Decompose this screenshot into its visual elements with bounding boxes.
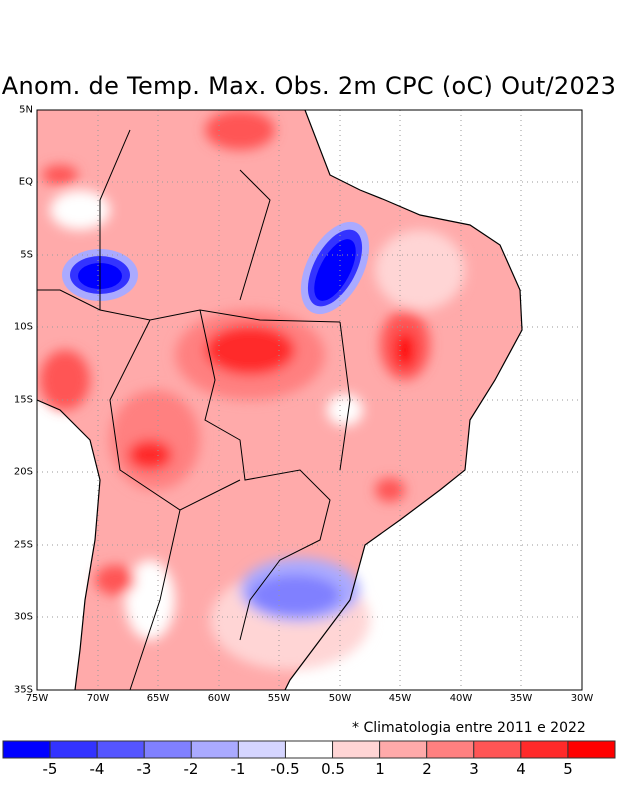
lat-label: EQ bbox=[18, 176, 33, 188]
coastline bbox=[37, 110, 523, 690]
lon-label: 50W bbox=[328, 693, 352, 704]
map-frame bbox=[36, 109, 583, 691]
colorbar-swatch bbox=[332, 740, 381, 759]
lat-label: 20S bbox=[13, 466, 33, 478]
lon-label: 35W bbox=[509, 693, 533, 704]
lon-label: 55W bbox=[267, 693, 291, 704]
lat-label: 15S bbox=[13, 394, 33, 406]
colorbar-label: -5 bbox=[42, 760, 58, 778]
lon-label: 75W bbox=[25, 693, 49, 704]
colorbar-swatch bbox=[426, 740, 475, 759]
colorbar bbox=[2, 740, 616, 759]
colorbar-label: -3 bbox=[136, 760, 152, 778]
colorbar-swatch bbox=[190, 740, 239, 759]
colorbar-swatch bbox=[284, 740, 334, 759]
colorbar-label: 4 bbox=[516, 760, 526, 778]
colorbar-label: -1 bbox=[230, 760, 246, 778]
map-title: Anom. de Temp. Max. Obs. 2m CPC (oC) Out… bbox=[1, 72, 617, 100]
lon-label: 45W bbox=[388, 693, 412, 704]
colorbar-label: 2 bbox=[422, 760, 432, 778]
colorbar-swatch bbox=[520, 740, 569, 759]
colorbar-swatch bbox=[2, 740, 51, 759]
colorbar-swatch bbox=[49, 740, 98, 759]
colorbar-label: -2 bbox=[183, 760, 199, 778]
lat-label: 35S bbox=[13, 684, 33, 696]
lat-label: 5S bbox=[20, 249, 33, 261]
lon-label: 65W bbox=[146, 693, 170, 704]
lon-label: 60W bbox=[207, 693, 231, 704]
country-borders bbox=[37, 129, 351, 690]
lat-label: 5N bbox=[19, 104, 33, 116]
lon-label: 30W bbox=[570, 693, 594, 704]
climatology-note: * Climatologia entre 2011 e 2022 bbox=[352, 720, 586, 736]
colorbar-label: 0.5 bbox=[321, 760, 345, 778]
lat-label: 10S bbox=[13, 321, 33, 333]
colorbar-label: -4 bbox=[89, 760, 105, 778]
colorbar-swatch bbox=[143, 740, 192, 759]
colorbar-swatch bbox=[473, 740, 522, 759]
colorbar-label: -0.5 bbox=[270, 760, 300, 778]
colorbar-label: 1 bbox=[375, 760, 385, 778]
grid-lines bbox=[37, 110, 582, 690]
lat-label: 30S bbox=[13, 611, 33, 623]
colorbar-label: 5 bbox=[563, 760, 573, 778]
colorbar-swatch bbox=[237, 740, 286, 759]
colorbar-swatch bbox=[96, 740, 145, 759]
lon-label: 70W bbox=[86, 693, 110, 704]
lat-label: 25S bbox=[13, 539, 33, 551]
colorbar-label: 3 bbox=[469, 760, 479, 778]
colorbar-swatch bbox=[567, 740, 616, 759]
lon-label: 40W bbox=[449, 693, 473, 704]
colorbar-swatch bbox=[379, 740, 428, 759]
